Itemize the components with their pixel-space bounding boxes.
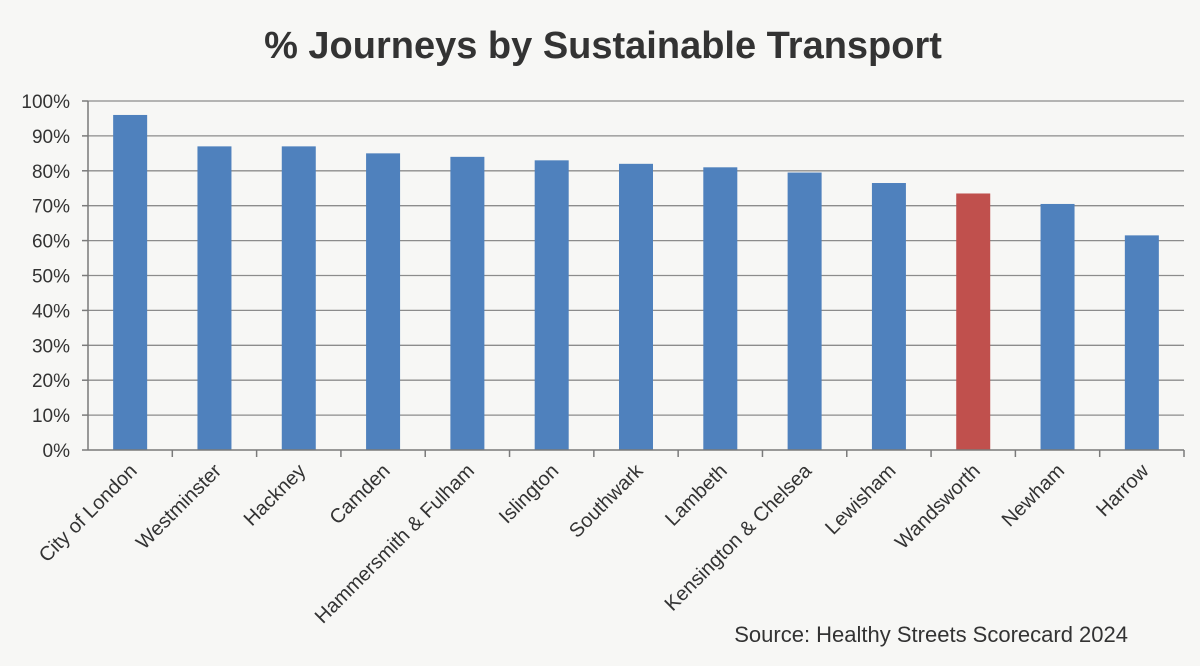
x-category-label: Harrow [1092,460,1154,522]
x-category-label: Camden [326,460,395,529]
x-category-label: Wandsworth [891,460,985,554]
chart-title: % Journeys by Sustainable Transport [264,25,942,67]
x-category-label: City of London [35,460,142,567]
y-tick-label: 70% [32,197,70,218]
y-tick-label: 90% [32,127,70,148]
x-category-label: Hackney [240,460,311,531]
y-tick-label: 20% [32,371,70,392]
bar-wandsworth [956,193,991,451]
source-note: Source: Healthy Streets Scorecard 2024 [734,622,1128,647]
y-tick-label: 80% [32,162,70,183]
bar-camden [366,153,401,450]
bar-southwark [619,163,653,450]
bars [113,114,1159,451]
bar-hackney [281,146,316,450]
bar-hammersmith-fulham [450,156,485,450]
x-category-label: Newham [998,460,1069,531]
x-category-label: Lambeth [661,460,732,531]
x-category-label: Hammersmith & Fulham [311,460,479,628]
y-tick-label: 50% [32,267,70,288]
bar-lambeth [703,167,738,450]
bar-kensington-chelsea [787,172,822,451]
y-axis-tick-labels: 0% 10% 20% 30% 40% 50% 60% 70% 80% 90% 100% [21,92,70,462]
y-tick-label: 60% [32,232,70,253]
y-tick-label: 40% [32,301,70,322]
x-category-label: Islington [495,460,563,528]
bar-city-of-london [113,114,148,451]
y-tick-label: 10% [32,406,70,427]
x-category-label: Southwark [565,459,648,542]
bar-lewisham [871,183,906,450]
y-tick-label: 100% [21,92,70,113]
axes [82,100,1185,457]
y-tick-label: 0% [43,441,71,462]
x-category-label: Westminster [132,460,226,554]
bar-westminster [197,146,232,450]
x-category-label: Kensington & Chelsea [661,459,817,615]
bar-islington [534,160,569,450]
x-category-label: Lewisham [821,460,900,539]
y-tick-label: 30% [32,336,70,357]
bar-harrow [1124,235,1159,450]
bar-newham [1040,203,1075,450]
